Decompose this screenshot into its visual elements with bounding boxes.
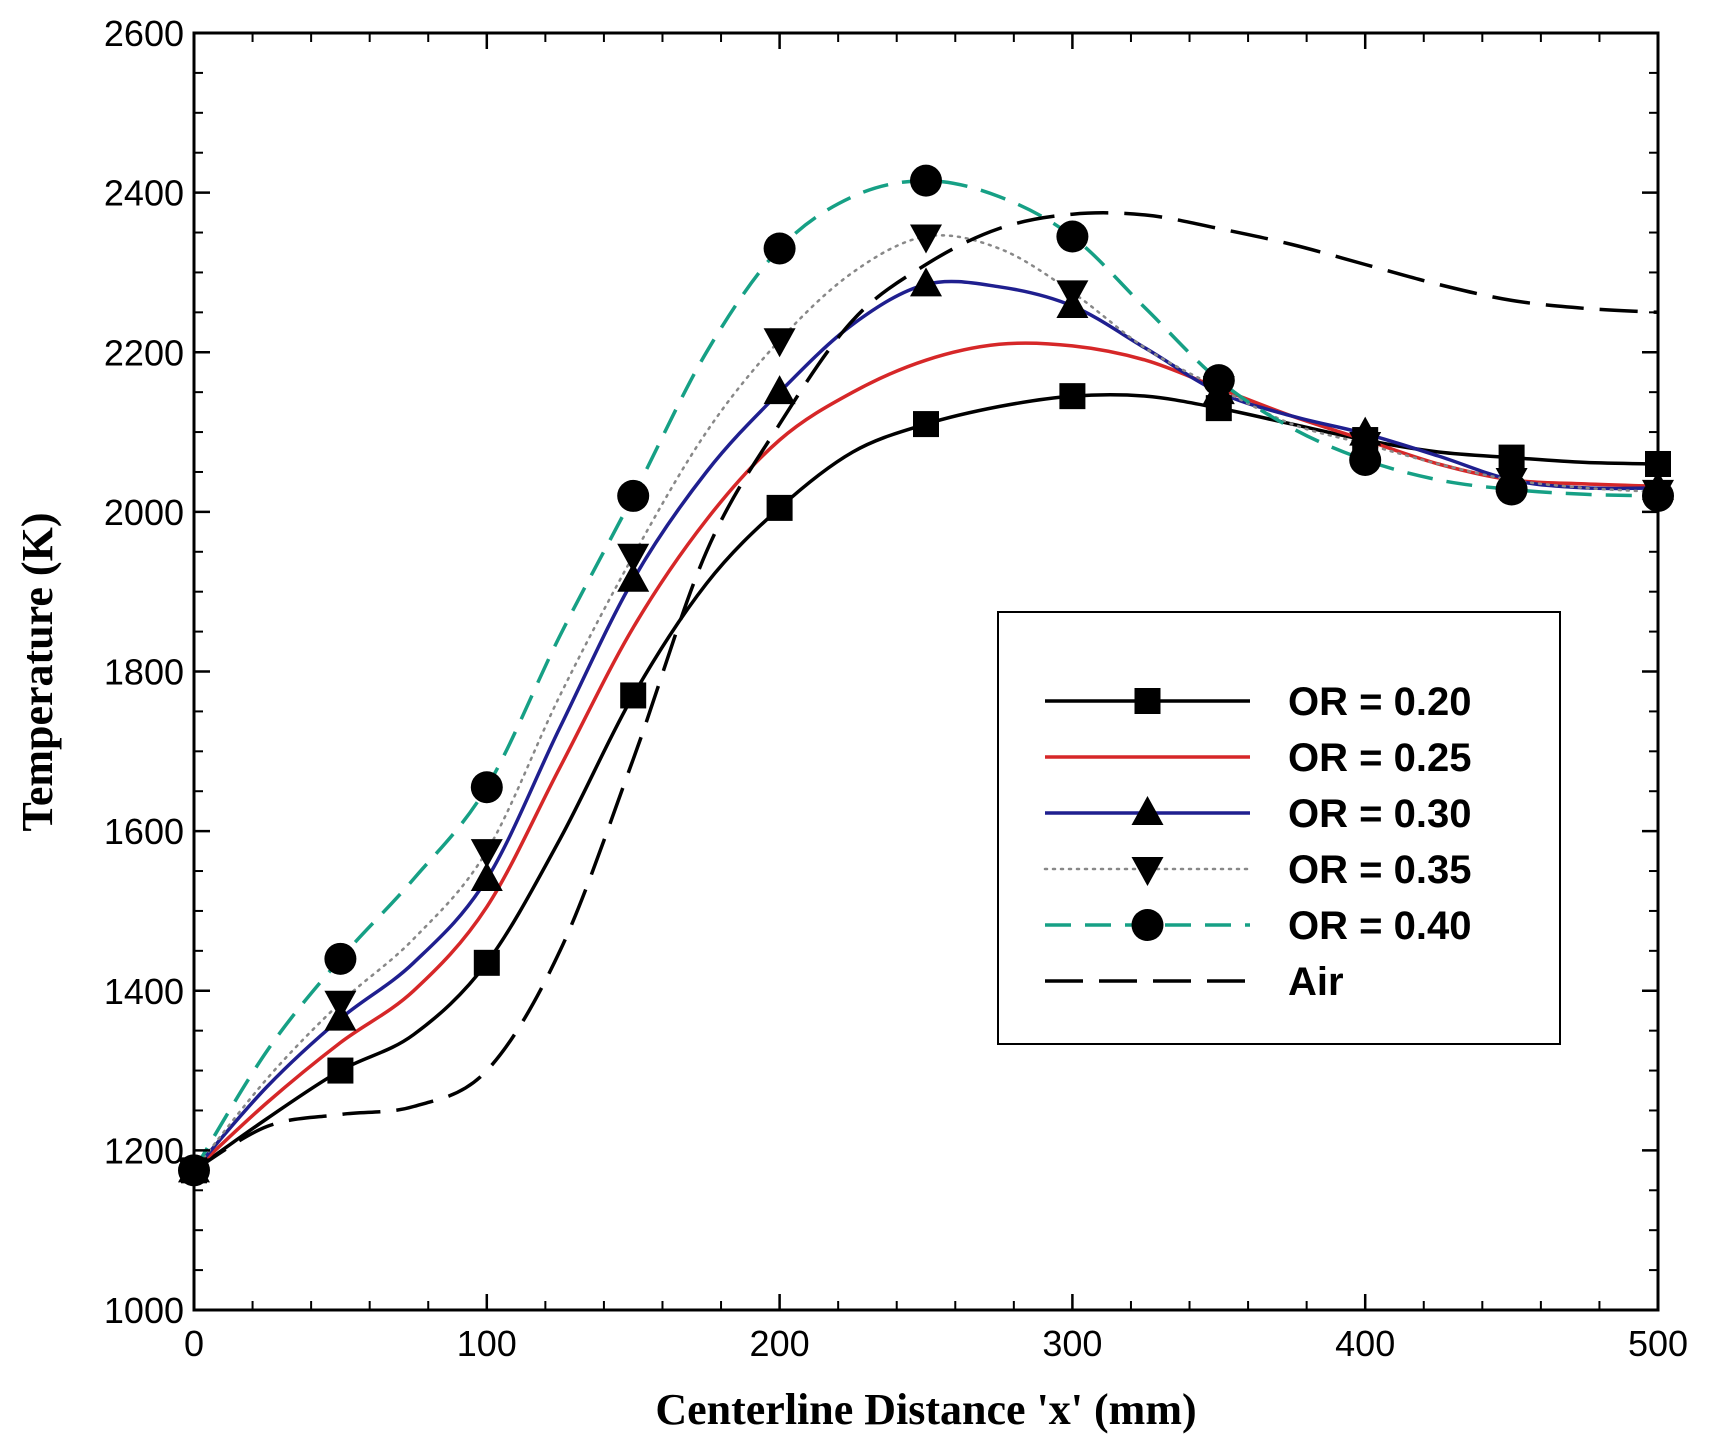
series-1-marker: [327, 1057, 354, 1084]
y-tick-label: 2000: [104, 492, 184, 533]
series-5-marker: [763, 232, 796, 265]
x-tick-label: 500: [1628, 1323, 1688, 1364]
series-5-marker: [470, 771, 503, 804]
legend: OR = 0.20 OR = 0.25 OR = 0.30 OR = 0.35 OR =…: [997, 611, 1561, 1045]
series-5-marker: [1056, 220, 1089, 253]
legend-label-4: OR = 0.35: [1288, 848, 1471, 892]
x-tick-label: 100: [457, 1323, 517, 1364]
legend-label-6: Air: [1288, 960, 1344, 1004]
series-3-marker: [617, 562, 650, 592]
legend-marker-1: [1134, 688, 1161, 714]
series-1-marker: [913, 411, 939, 438]
y-tick-label: 2400: [104, 173, 184, 214]
series-5-marker: [910, 164, 942, 197]
tick-layer: 0 100 200 300 400 500 1000 1200 1400 1600 1800 2000…: [104, 13, 1688, 1364]
series-4-marker: [763, 328, 796, 358]
series-4-marker: [470, 839, 503, 869]
series-4-marker: [324, 990, 357, 1020]
legend-label-2: OR = 0.25: [1288, 736, 1471, 780]
series-line-3: [194, 279, 1658, 1172]
x-tick-label: 0: [184, 1323, 204, 1364]
x-tick-label: 300: [1042, 1323, 1102, 1364]
series-line-1: [194, 393, 1658, 1172]
legend-marker-4: [1131, 857, 1164, 886]
series-5-marker: [617, 479, 650, 512]
series-3-marker: [910, 267, 942, 297]
y-tick-label: 1400: [104, 971, 184, 1012]
series-1-marker: [1059, 383, 1086, 410]
y-tick-label: 1800: [104, 652, 184, 693]
x-tick-label: 200: [750, 1323, 810, 1364]
series-line-6: [194, 211, 1658, 1172]
legend-label-1: OR = 0.20: [1288, 680, 1471, 724]
series-4-marker: [617, 543, 650, 573]
y-tick-label: 1000: [104, 1290, 184, 1331]
series-1-marker: [473, 949, 500, 976]
legend-marker-5: [1131, 909, 1164, 941]
x-tick-label: 400: [1335, 1323, 1395, 1364]
series-5-marker: [1202, 364, 1235, 397]
series-5-marker: [324, 942, 357, 975]
legend-marker-3: [1131, 796, 1164, 825]
series-1-marker: [766, 494, 793, 521]
series-4-marker: [910, 224, 942, 254]
legend-box: [997, 611, 1561, 1045]
series-4-marker: [1056, 280, 1089, 310]
y-tick-label: 2600: [104, 13, 184, 54]
series-line-2: [194, 341, 1658, 1172]
x-axis-title: Centerline Distance 'x' (mm): [655, 1385, 1196, 1434]
legend-label-5: OR = 0.40: [1288, 904, 1471, 948]
y-tick-label: 2200: [104, 332, 184, 373]
y-axis-title: Temperature (K): [13, 513, 62, 832]
y-tick-label: 1200: [104, 1130, 184, 1171]
series-1-marker: [620, 682, 647, 709]
y-tick-label: 1600: [104, 811, 184, 852]
series-5-marker: [1349, 443, 1382, 476]
legend-label-3: OR = 0.30: [1288, 792, 1471, 836]
series-3-marker: [470, 862, 503, 892]
series-3-marker: [763, 375, 796, 405]
series-5-marker: [1495, 473, 1528, 506]
